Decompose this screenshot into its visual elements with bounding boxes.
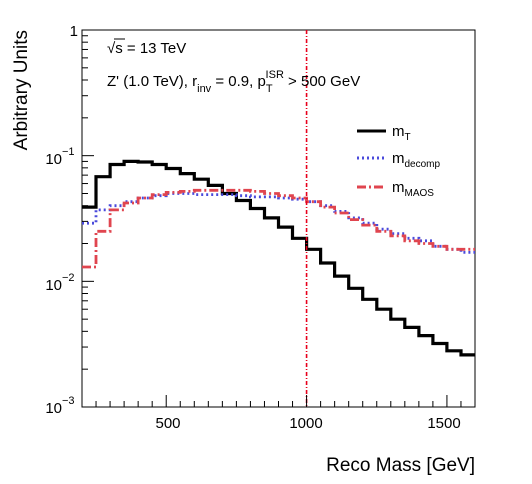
annotation-sqrt-s: √s = 13 TeV bbox=[107, 40, 186, 57]
y-tick-labels: 1 10 −1 10 −2 10 −3 bbox=[45, 23, 78, 417]
legend-label-mdecomp: mdecomp bbox=[392, 150, 441, 170]
x-tick-label-1000: 1000 bbox=[289, 415, 322, 432]
y-axis-title: Arbitrary Units bbox=[11, 30, 32, 150]
y-tick-label-exp-3: −3 bbox=[62, 395, 75, 407]
x-tick-label-500: 500 bbox=[155, 415, 180, 432]
legend-label-mMAOS: mMAOS bbox=[392, 179, 434, 199]
y-tick-label-exp-2: −2 bbox=[62, 272, 75, 284]
y-tick-label-10-3: 10 bbox=[45, 400, 62, 417]
annotation-model: Z' (1.0 TeV), rinv = 0.9, pTISR > 500 Ge… bbox=[107, 69, 360, 95]
ticks-layer bbox=[81, 29, 476, 408]
x-tick-labels: 500 1000 1500 bbox=[155, 415, 460, 432]
legend: mT mdecomp mMAOS bbox=[357, 123, 441, 199]
annotation-energy: √s = 13 TeV bbox=[107, 38, 186, 57]
y-tick-label-10-2: 10 bbox=[45, 277, 62, 294]
series-line-m-T bbox=[82, 159, 475, 357]
x-axis-title: Reco Mass [GeV] bbox=[326, 455, 475, 476]
x-tick-label-1500: 1500 bbox=[427, 415, 460, 432]
y-tick-label-exp-1: −1 bbox=[62, 146, 75, 158]
series-line-m-MAOS bbox=[82, 188, 475, 269]
series-layer bbox=[82, 159, 475, 357]
annotation-model-text: Z' (1.0 TeV), rinv = 0.9, pTISR > 500 Ge… bbox=[107, 69, 360, 95]
y-tick-label-1: 1 bbox=[70, 23, 78, 40]
y-tick-label-10-1: 10 bbox=[45, 151, 62, 168]
legend-label-mT: mT bbox=[392, 123, 411, 143]
